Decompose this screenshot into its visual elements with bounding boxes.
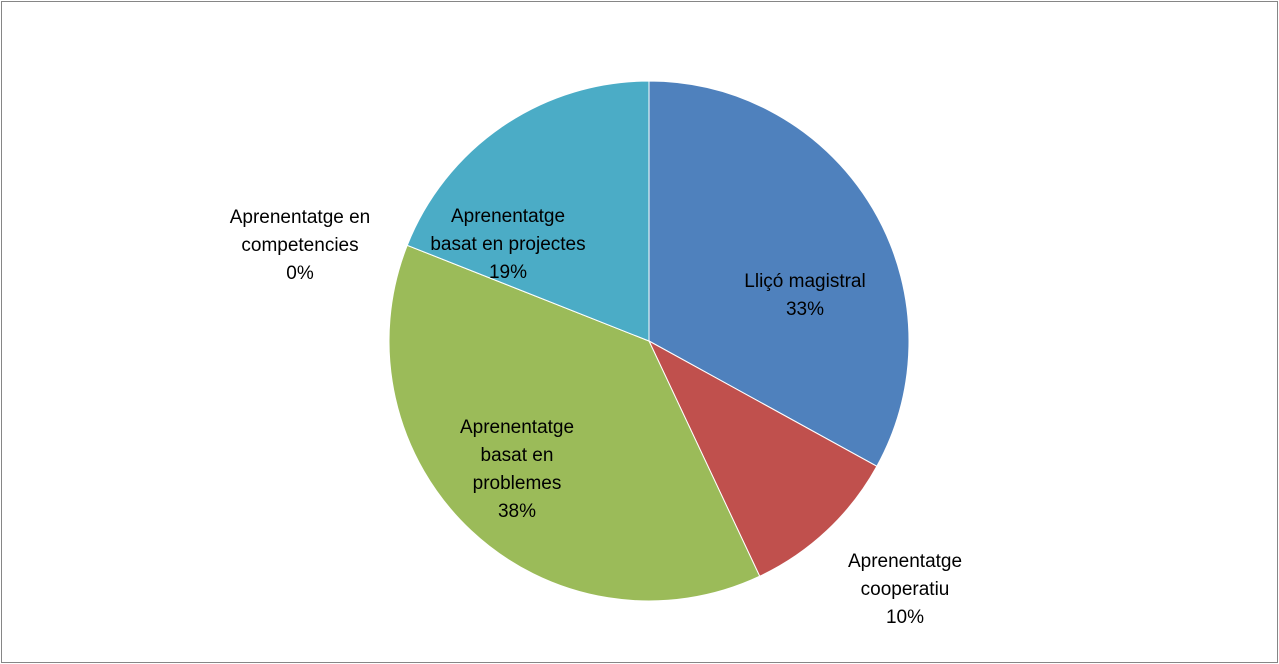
- category-label: Lliçó magistral: [744, 271, 866, 292]
- category-label: Aprenentatge basat en projectes: [430, 206, 586, 255]
- value-label: 33%: [785, 299, 825, 320]
- slice-label: Aprenentatge basat en projectes 19%: [428, 203, 588, 287]
- pie-slice: [406, 80, 650, 342]
- category-label: Aprenentatge cooperatiu: [847, 551, 963, 600]
- pie-slice: [647, 339, 878, 577]
- slice-label: Aprenentatge cooperatiu 10%: [820, 548, 990, 632]
- value-label: 38%: [497, 501, 537, 522]
- value-label: 19%: [488, 262, 528, 283]
- slice-label: Lliçó magistral 33%: [705, 268, 905, 324]
- category-label: Aprenentatge en competencies: [229, 207, 371, 256]
- value-label: 0%: [286, 263, 314, 284]
- pie-slice: [648, 80, 910, 467]
- category-label: Aprenentatge basat en problemes: [459, 417, 575, 494]
- value-label: 10%: [885, 607, 925, 628]
- pie-slice: [388, 244, 761, 602]
- slice-label: Aprenentatge basat en problemes 38%: [437, 414, 597, 526]
- slice-label: Aprenentatge en competencies 0%: [205, 204, 395, 288]
